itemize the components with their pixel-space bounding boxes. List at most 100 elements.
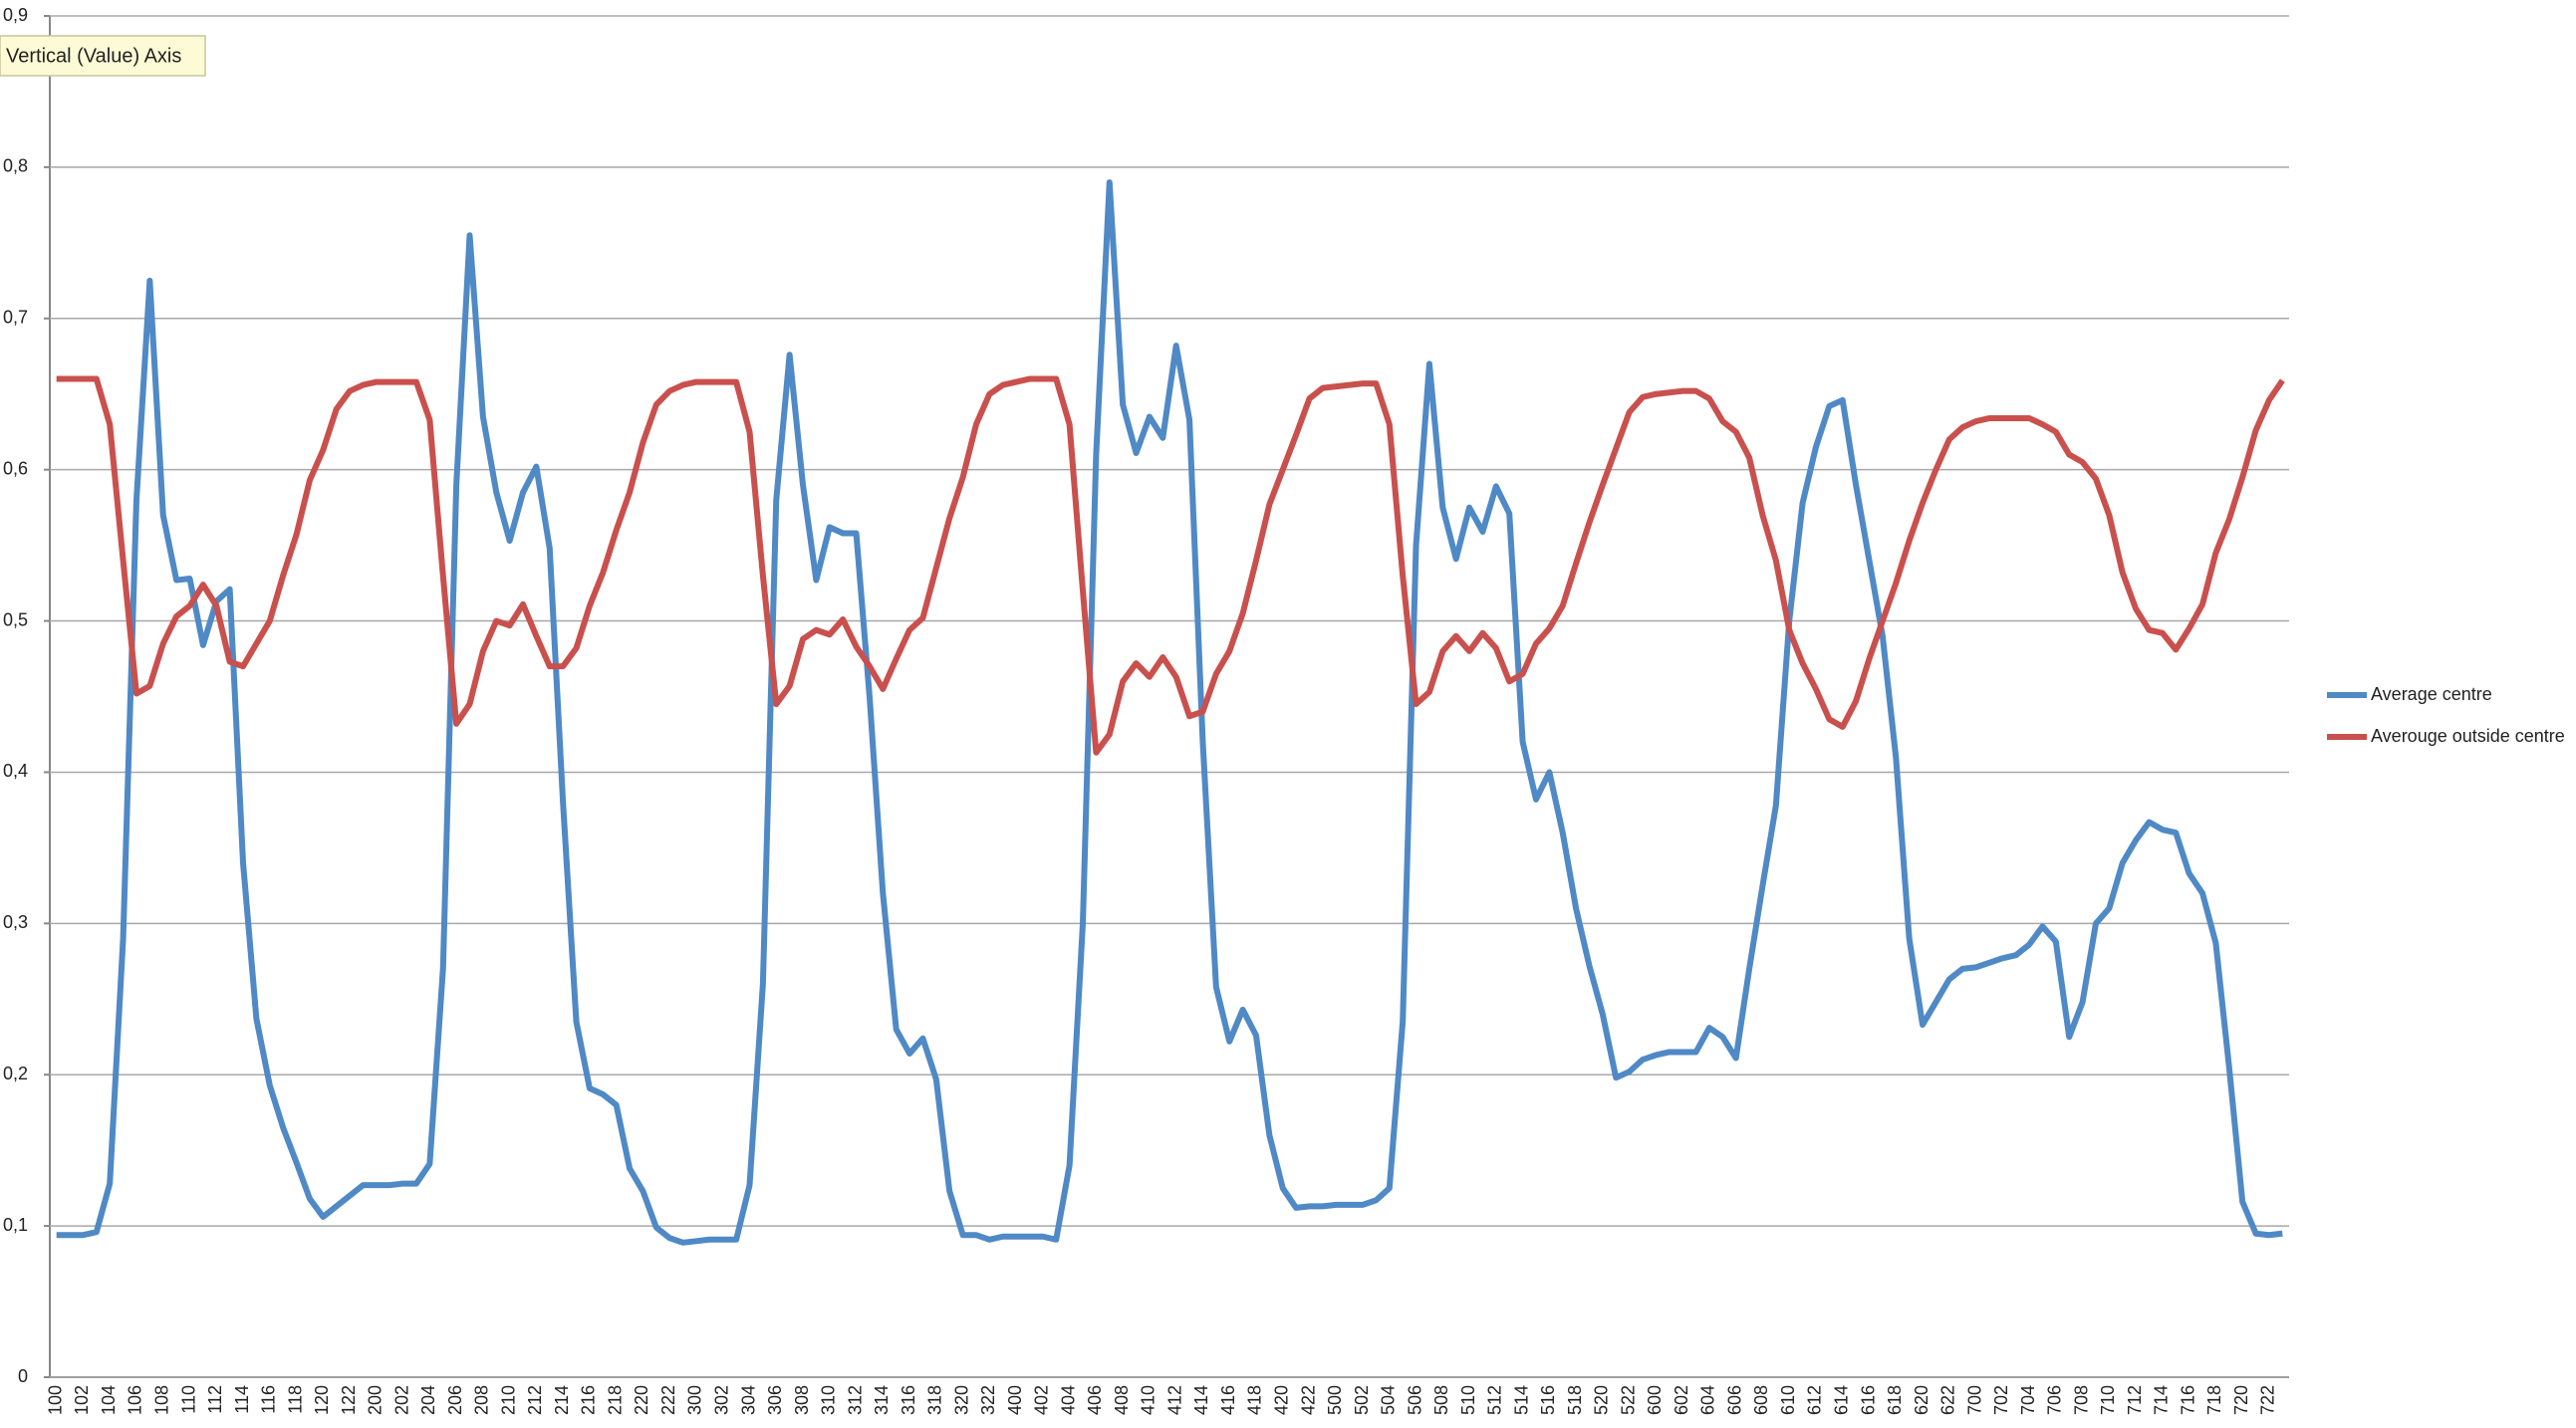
y-tick-label: 0,7 [3,308,28,328]
x-tick-label: 222 [658,1385,678,1415]
x-tick-label: 110 [178,1385,198,1414]
x-tick-label: 620 [1912,1385,1932,1415]
y-tick-label: 0,9 [3,5,28,25]
x-tick-label: 200 [366,1385,386,1415]
x-tick-label: 510 [1458,1385,1478,1415]
x-tick-label: 410 [1139,1385,1159,1415]
x-tick-label: 606 [1724,1385,1744,1415]
y-tick-label: 0,8 [3,156,28,176]
x-tick-label: 308 [792,1385,812,1415]
x-tick-label: 722 [2258,1385,2278,1415]
x-tick-label: 616 [1858,1385,1878,1415]
x-tick-label: 500 [1325,1385,1345,1415]
x-tick-label: 304 [738,1385,758,1415]
x-tick-label: 608 [1751,1385,1771,1415]
x-tick-label: 216 [579,1385,599,1415]
x-tick-label: 210 [498,1385,518,1415]
y-tick-label: 0,5 [3,609,28,629]
y-tick-label: 0,3 [3,912,28,932]
x-tick-label: 706 [2045,1385,2065,1415]
x-tick-label: 518 [1565,1385,1585,1415]
x-tick-label: 712 [2125,1385,2145,1415]
x-tick-label: 114 [232,1385,252,1414]
x-tick-label: 402 [1032,1385,1052,1415]
x-tick-label: 118 [285,1385,305,1414]
x-tick-label: 306 [765,1385,785,1415]
x-tick-label: 406 [1085,1385,1105,1415]
x-tick-label: 414 [1191,1385,1211,1415]
x-tick-label: 514 [1511,1385,1531,1415]
y-tick-label: 0,2 [3,1064,28,1083]
x-tick-label: 106 [126,1385,145,1415]
x-tick-label: 420 [1271,1385,1291,1415]
tooltip-box [0,35,206,77]
legend-label: Averouge outside centre [2371,726,2565,746]
x-tick-label: 312 [845,1385,865,1415]
x-tick-label: 102 [72,1385,92,1415]
x-tick-label: 516 [1538,1385,1558,1415]
x-tick-label: 302 [711,1385,731,1415]
x-tick-label: 318 [925,1385,945,1415]
x-tick-label: 522 [1618,1385,1638,1415]
x-tick-label: 720 [2231,1385,2251,1415]
x-tick-label: 108 [151,1385,171,1415]
x-tick-label: 610 [1778,1385,1798,1415]
y-tick-label: 0,4 [3,761,28,781]
x-tick-label: 702 [1991,1385,2011,1415]
y-tick-label: 0,6 [3,458,28,478]
x-tick-label: 218 [605,1385,625,1415]
x-tick-label: 316 [899,1385,918,1415]
x-tick-label: 322 [978,1385,998,1415]
x-tick-label: 708 [2071,1385,2091,1415]
x-tick-label: 220 [632,1385,651,1415]
x-tick-label: 116 [259,1385,279,1414]
x-tick-label: 412 [1164,1385,1184,1415]
x-tick-label: 504 [1379,1385,1399,1415]
x-tick-label: 206 [445,1385,465,1415]
x-tick-label: 122 [339,1385,359,1415]
x-tick-label: 612 [1805,1385,1825,1415]
x-tick-label: 714 [2152,1385,2172,1415]
x-tick-label: 208 [472,1385,492,1415]
x-tick-label: 704 [2018,1385,2038,1415]
x-tick-label: 214 [552,1385,572,1415]
x-tick-label: 718 [2204,1385,2224,1415]
x-tick-label: 416 [1218,1385,1238,1415]
x-tick-label: 418 [1245,1385,1265,1415]
x-tick-label: 506 [1405,1385,1424,1415]
series-line [56,179,2283,1246]
y-tick-label: 0 [18,1366,28,1386]
x-tick-label: 202 [391,1385,411,1415]
x-tick-label: 602 [1672,1385,1691,1415]
x-tick-label: 716 [2178,1385,2197,1415]
x-tick-label: 408 [1112,1385,1132,1415]
x-tick-label: 104 [99,1385,119,1415]
x-tick-label: 204 [418,1385,438,1415]
y-tick-label: 0,1 [3,1215,28,1235]
x-tick-label: 520 [1592,1385,1612,1415]
x-tick-label: 400 [1005,1385,1025,1415]
x-tick-label: 300 [685,1385,705,1415]
x-tick-label: 604 [1698,1385,1718,1415]
x-tick-label: 622 [1938,1385,1958,1415]
x-tick-label: 600 [1645,1385,1665,1415]
x-tick-label: 614 [1831,1385,1851,1415]
x-tick-label: 404 [1058,1385,1078,1415]
x-tick-label: 314 [872,1385,892,1415]
plot: 0 0,1 0,2 0,3 0,4 0,5 0,6 0,7 0,8 0,9 100 102 104 106… [3,5,2565,1415]
series-line [56,375,2285,756]
x-tick-label: 212 [525,1385,545,1415]
x-tick-label: 700 [1964,1385,1984,1415]
x-tick-label: 422 [1298,1385,1318,1415]
x-tick-label: 710 [2098,1385,2118,1415]
tooltip-text: Vertical (Value) Axis [6,45,181,67]
x-tick-label: 320 [951,1385,971,1415]
legend-label: Average centre [2371,684,2492,704]
x-tick-label: 310 [819,1385,839,1415]
x-tick-label: 100 [45,1385,65,1415]
x-tick-label: 512 [1485,1385,1505,1415]
x-tick-label: 508 [1431,1385,1451,1415]
x-tick-label: 502 [1352,1385,1372,1415]
